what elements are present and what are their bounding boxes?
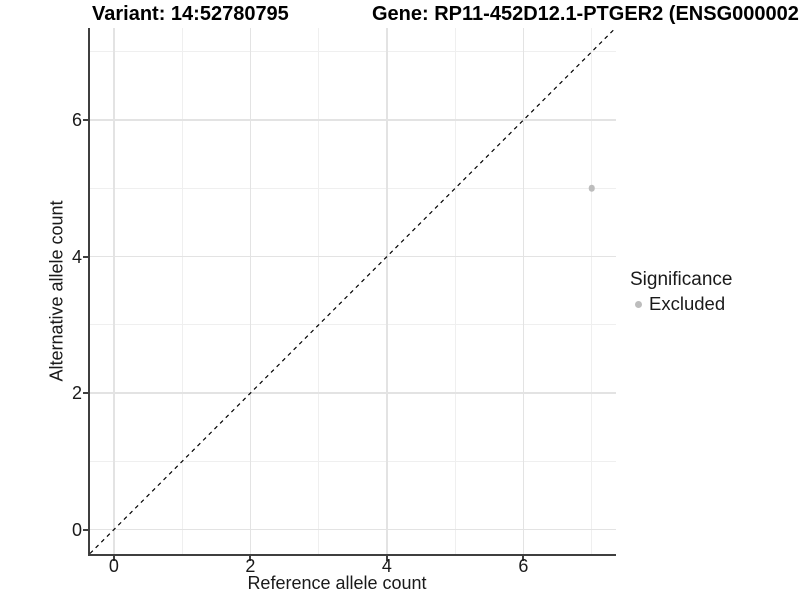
y-tick-label-4: 4 <box>71 246 82 267</box>
x-axis-label: Reference allele count <box>247 573 427 593</box>
x-gridline-major-4 <box>386 28 388 554</box>
plot-title-row: Variant: 14:52780795 Gene: RP11-452D12.1… <box>0 3 800 27</box>
y-axis-tick-6 <box>83 119 88 122</box>
identity-dashed-line <box>89 27 616 554</box>
x-tick-label-0: 0 <box>108 556 119 576</box>
legend-title: Significance <box>630 269 733 290</box>
plot-title-gene: Gene: RP11-452D12.1-PTGER2 (ENSG000002 <box>372 3 799 25</box>
x-axis-tick-0 <box>112 555 115 561</box>
x-tick-label-4: 4 <box>381 556 392 576</box>
x-tick-label-2: 2 <box>245 556 256 576</box>
y-tick-label-2: 2 <box>71 383 82 404</box>
x-gridline-major-6 <box>522 28 525 554</box>
legend-entry-label: Excluded <box>649 293 726 314</box>
x-tick-label-6: 6 <box>518 556 529 576</box>
plot-panel <box>88 27 616 556</box>
x-gridline-major-2 <box>249 28 252 554</box>
y-axis-tick-2 <box>83 392 88 395</box>
y-gridline-minor-1 <box>90 460 616 462</box>
y-gridline-major-4 <box>90 255 616 258</box>
legend: Significance Excluded <box>630 269 732 314</box>
legend-entry-excluded: Excluded <box>630 294 732 314</box>
x-axis-tick-4 <box>385 555 388 561</box>
x-gridline-major-0 <box>113 28 115 554</box>
x-gridline-minor-7 <box>591 28 593 554</box>
y-gridline-minor-5 <box>90 187 616 189</box>
plot-title-variant: Variant: 14:52780795 <box>92 3 289 25</box>
data-point-excluded-7-5 <box>588 185 595 192</box>
x-axis-tick-2 <box>249 555 252 561</box>
y-axis-label: Alternative allele count <box>46 200 67 382</box>
y-axis-tick-0 <box>83 528 88 531</box>
x-gridline-minor-1 <box>181 28 183 554</box>
y-axis-tick-4 <box>83 255 88 258</box>
y-gridline-major-0 <box>90 528 616 531</box>
x-gridline-minor-3 <box>318 28 320 554</box>
y-tick-label-0: 0 <box>71 519 82 540</box>
y-tick-label-6: 6 <box>71 110 82 131</box>
y-gridline-major-6 <box>90 119 616 121</box>
y-gridline-minor-7 <box>90 51 616 53</box>
y-gridline-minor-3 <box>90 324 616 326</box>
x-gridline-minor-5 <box>454 28 456 554</box>
x-axis-tick-6 <box>522 555 525 561</box>
y-gridline-major-2 <box>90 392 616 394</box>
legend-point-icon <box>635 300 642 308</box>
